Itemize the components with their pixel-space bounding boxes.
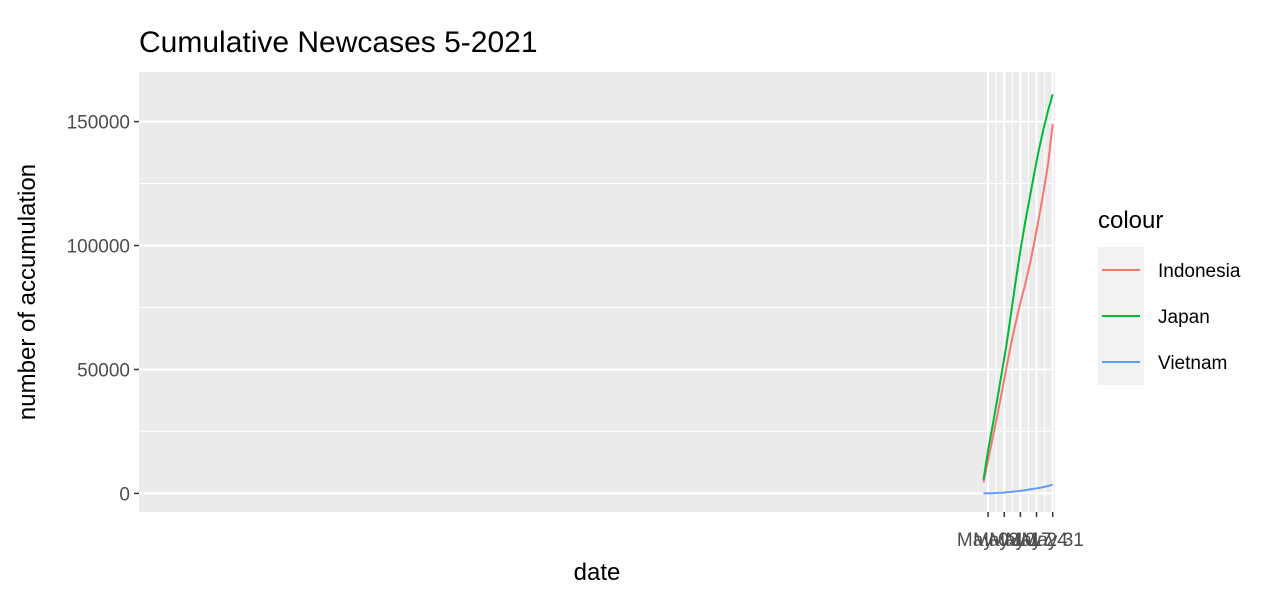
grid-major — [139, 72, 1055, 512]
series-line-japan — [982, 94, 1054, 480]
plot-panel — [139, 72, 1055, 512]
y-tick-label: 50000 — [77, 360, 130, 381]
legend-label-vietnam: Vietnam — [1158, 353, 1227, 374]
x-tick-label: May 03 — [957, 530, 1019, 551]
chart-title: Cumulative Newcases 5-2021 — [139, 26, 538, 59]
y-tick-label: 0 — [119, 484, 130, 505]
legend: colour Indonesia Japan Vietnam — [1098, 207, 1241, 385]
x-tick-label: May 17 — [989, 530, 1051, 551]
grid-minor — [139, 72, 1055, 512]
x-tick-label: May 24 — [1005, 530, 1068, 551]
legend-label-indonesia: Indonesia — [1158, 261, 1241, 282]
legend-title: colour — [1098, 207, 1163, 234]
y-axis-title: number of accumulation — [14, 164, 41, 420]
series-line-vietnam — [983, 483, 1053, 495]
y-axis: 0 50000 100000 150000 — [67, 113, 139, 505]
x-tick-label: May 10 — [973, 530, 1035, 551]
series-line-indonesia — [982, 123, 1054, 483]
x-tick-label: May 31 — [1022, 530, 1084, 551]
legend-label-japan: Japan — [1158, 307, 1210, 328]
x-axis-title: date — [574, 559, 621, 586]
y-tick-label: 150000 — [67, 113, 130, 134]
y-tick-label: 100000 — [67, 237, 130, 258]
series-lines — [982, 94, 1054, 495]
